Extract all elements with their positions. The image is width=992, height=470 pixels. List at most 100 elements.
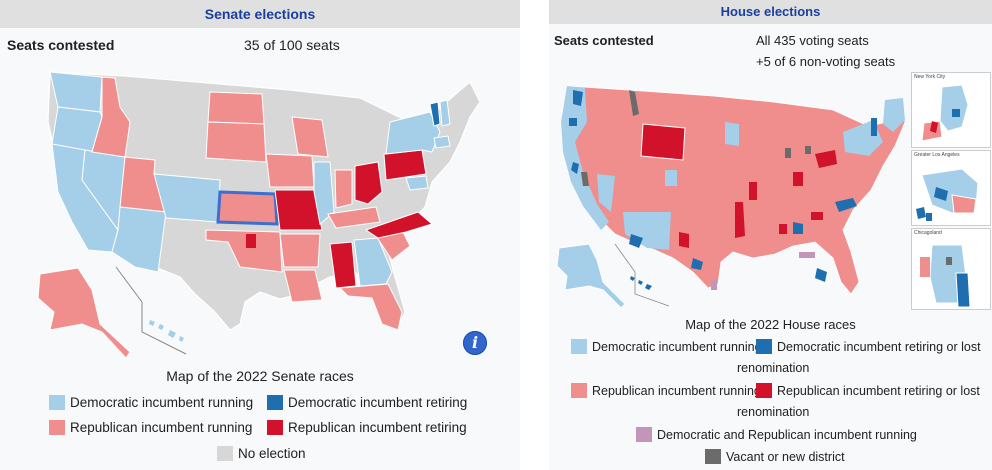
legend-swatch: [756, 339, 772, 354]
house-seats-value-1: All 435 voting seats: [756, 33, 869, 48]
la-map: [916, 168, 979, 221]
legend-swatch: [49, 395, 65, 410]
house-seats-label: Seats contested: [554, 33, 654, 48]
house-legend-rep-retiring-cont: renomination: [737, 405, 810, 419]
state-kansas: [216, 190, 279, 226]
inset-greater-los-angeles[interactable]: Greater Los Angeles: [911, 150, 991, 226]
district-hawaii: [630, 276, 652, 290]
inset-divider: [614, 243, 670, 307]
state-ohio: [354, 161, 383, 205]
legend-swatch: [571, 383, 587, 398]
inset-new-york-city[interactable]: New York City: [911, 72, 991, 148]
house-legend-dem-retiring: Democratic incumbent retiring or lost: [756, 339, 981, 354]
house-map-caption: Map of the 2022 House races: [685, 317, 856, 332]
house-panel: House elections Seats contested All 435 …: [549, 0, 992, 470]
district-nc-red: [811, 212, 823, 220]
district-va-blue: [835, 198, 857, 212]
district-fl-blue: [815, 268, 827, 282]
house-seats-value-2: +5 of 6 non-voting seats: [756, 54, 896, 69]
district-bay-area: [571, 162, 579, 174]
legend-swatch: [217, 446, 233, 461]
state-north-carolina: [364, 211, 434, 239]
district-wyoming: [640, 123, 686, 161]
state-missouri: [274, 189, 323, 231]
district-seattle: [573, 90, 583, 106]
state-indiana: [334, 169, 353, 209]
inset-label: Chicagoland: [914, 230, 942, 236]
district-co-blue: [665, 170, 677, 186]
house-legend-rep-running: Republican incumbent running: [571, 383, 761, 398]
state-new-hampshire: [439, 99, 451, 127]
senate-title: Senate elections: [0, 0, 520, 28]
district-mn-blue: [725, 122, 739, 146]
district-vt-blue: [871, 118, 877, 136]
info-icon[interactable]: i: [463, 331, 487, 355]
senate-map-caption: Map of the 2022 Senate races: [166, 368, 354, 384]
state-florida: [338, 283, 403, 331]
state-vermont: [429, 101, 441, 127]
state-south-dakota: [205, 121, 267, 163]
state-iowa: [265, 153, 315, 188]
nyc-map: [921, 84, 969, 142]
district-mo-red: [749, 182, 757, 200]
state-maryland: [405, 175, 429, 191]
district-me-blue: [883, 98, 905, 132]
state-oklahoma-special: [246, 234, 256, 248]
district-tn-red: [779, 224, 787, 234]
district-az-blue: [629, 234, 643, 248]
district-pa-red: [815, 150, 837, 168]
state-louisiana: [283, 269, 323, 303]
senate-legend-rep-running: Republican incumbent running: [49, 420, 252, 435]
senate-legend-no-election: No election: [217, 446, 306, 461]
senate-legend-rep-retiring: Republican incumbent retiring: [267, 420, 467, 435]
state-arkansas: [279, 233, 321, 268]
district-portland: [569, 118, 577, 126]
inset-chicagoland[interactable]: Chicagoland: [911, 228, 991, 310]
state-hawaii: [149, 320, 184, 342]
senate-panel: Senate elections Seats contested 35 of 1…: [0, 0, 520, 461]
state-connecticut: [433, 135, 451, 149]
state-alabama: [329, 241, 357, 289]
house-title: House elections: [549, 0, 992, 24]
state-idaho: [91, 76, 131, 158]
district-ca-vacant: [581, 172, 589, 186]
state-north-dakota: [207, 91, 265, 125]
legend-swatch: [705, 449, 721, 464]
senate-map[interactable]: [30, 62, 495, 357]
state-washington: [49, 71, 103, 113]
district-ga-blue: [793, 222, 803, 234]
legend-swatch: [49, 420, 65, 435]
district-tx-red: [679, 232, 689, 248]
legend-swatch: [636, 427, 652, 442]
district-tx-blue: [691, 258, 703, 270]
house-legend-dem-running: Democratic incumbent running: [571, 339, 762, 354]
district-oh-vacant: [805, 146, 811, 154]
state-kentucky: [327, 206, 381, 229]
house-legend-dem-retiring-cont: renomination: [737, 361, 810, 375]
district-tx-purple: [711, 280, 717, 290]
district-mi-vacant: [785, 148, 791, 158]
legend-swatch: [267, 395, 283, 410]
state-wisconsin: [291, 116, 329, 158]
state-oklahoma: [205, 229, 283, 273]
state-arizona: [111, 206, 167, 273]
senate-legend-dem-retiring: Democratic incumbent retiring: [267, 395, 467, 410]
senate-seats-label: Seats contested: [7, 37, 115, 53]
house-legend-rep-retiring: Republican incumbent retiring or lost: [756, 383, 980, 398]
legend-swatch: [267, 420, 283, 435]
district-nm-az: [623, 212, 671, 250]
house-map[interactable]: [553, 62, 908, 307]
district-nv: [597, 174, 615, 212]
district-alaska: [556, 243, 626, 307]
house-legend-vacant: Vacant or new district: [705, 449, 845, 464]
state-alaska: [37, 267, 131, 357]
state-georgia: [353, 237, 393, 287]
legend-swatch: [756, 383, 772, 398]
state-new-york: [385, 111, 441, 155]
district-la-purple: [799, 252, 815, 258]
inset-divider: [115, 266, 187, 355]
senate-legend-dem-running: Democratic incumbent running: [49, 395, 253, 410]
inset-label: Greater Los Angeles: [914, 152, 960, 158]
district-ohio-red: [793, 172, 803, 186]
senate-seats-value: 35 of 100 seats: [244, 37, 340, 53]
